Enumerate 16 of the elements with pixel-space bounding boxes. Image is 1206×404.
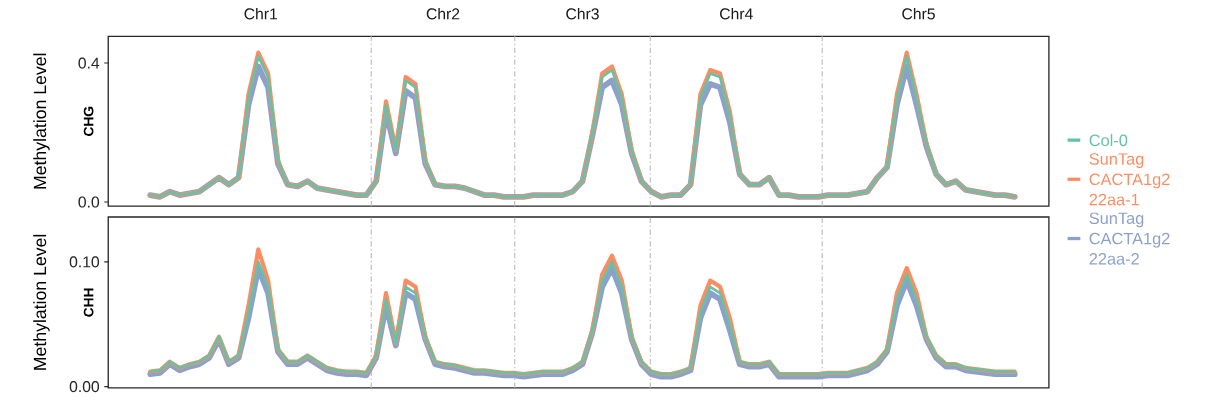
text: Chr4 — [720, 8, 753, 20]
legend-label: SunTag CACTA1g2 22aa-1 — [1089, 153, 1170, 206]
legend-label: SunTag CACTA1g2 22aa-2 — [1089, 212, 1170, 265]
y-tick-label: 0.10 — [69, 256, 100, 268]
y-tick-label: 0.0 — [78, 196, 100, 208]
y-tick-label: 0.00 — [69, 381, 100, 393]
legend-label: Col-0 — [1089, 134, 1128, 147]
y-axis-title: Methylation Level — [33, 53, 50, 189]
text: CHH — [83, 288, 94, 317]
text: Chr3 — [566, 8, 599, 20]
text: Chr1 — [244, 8, 277, 20]
y-axis-title: Methylation Level — [33, 235, 50, 370]
text: Chr5 — [902, 8, 935, 20]
y-tick-label: 0.4 — [78, 57, 100, 69]
text: CHG — [83, 107, 94, 137]
text: Chr2 — [426, 8, 460, 20]
